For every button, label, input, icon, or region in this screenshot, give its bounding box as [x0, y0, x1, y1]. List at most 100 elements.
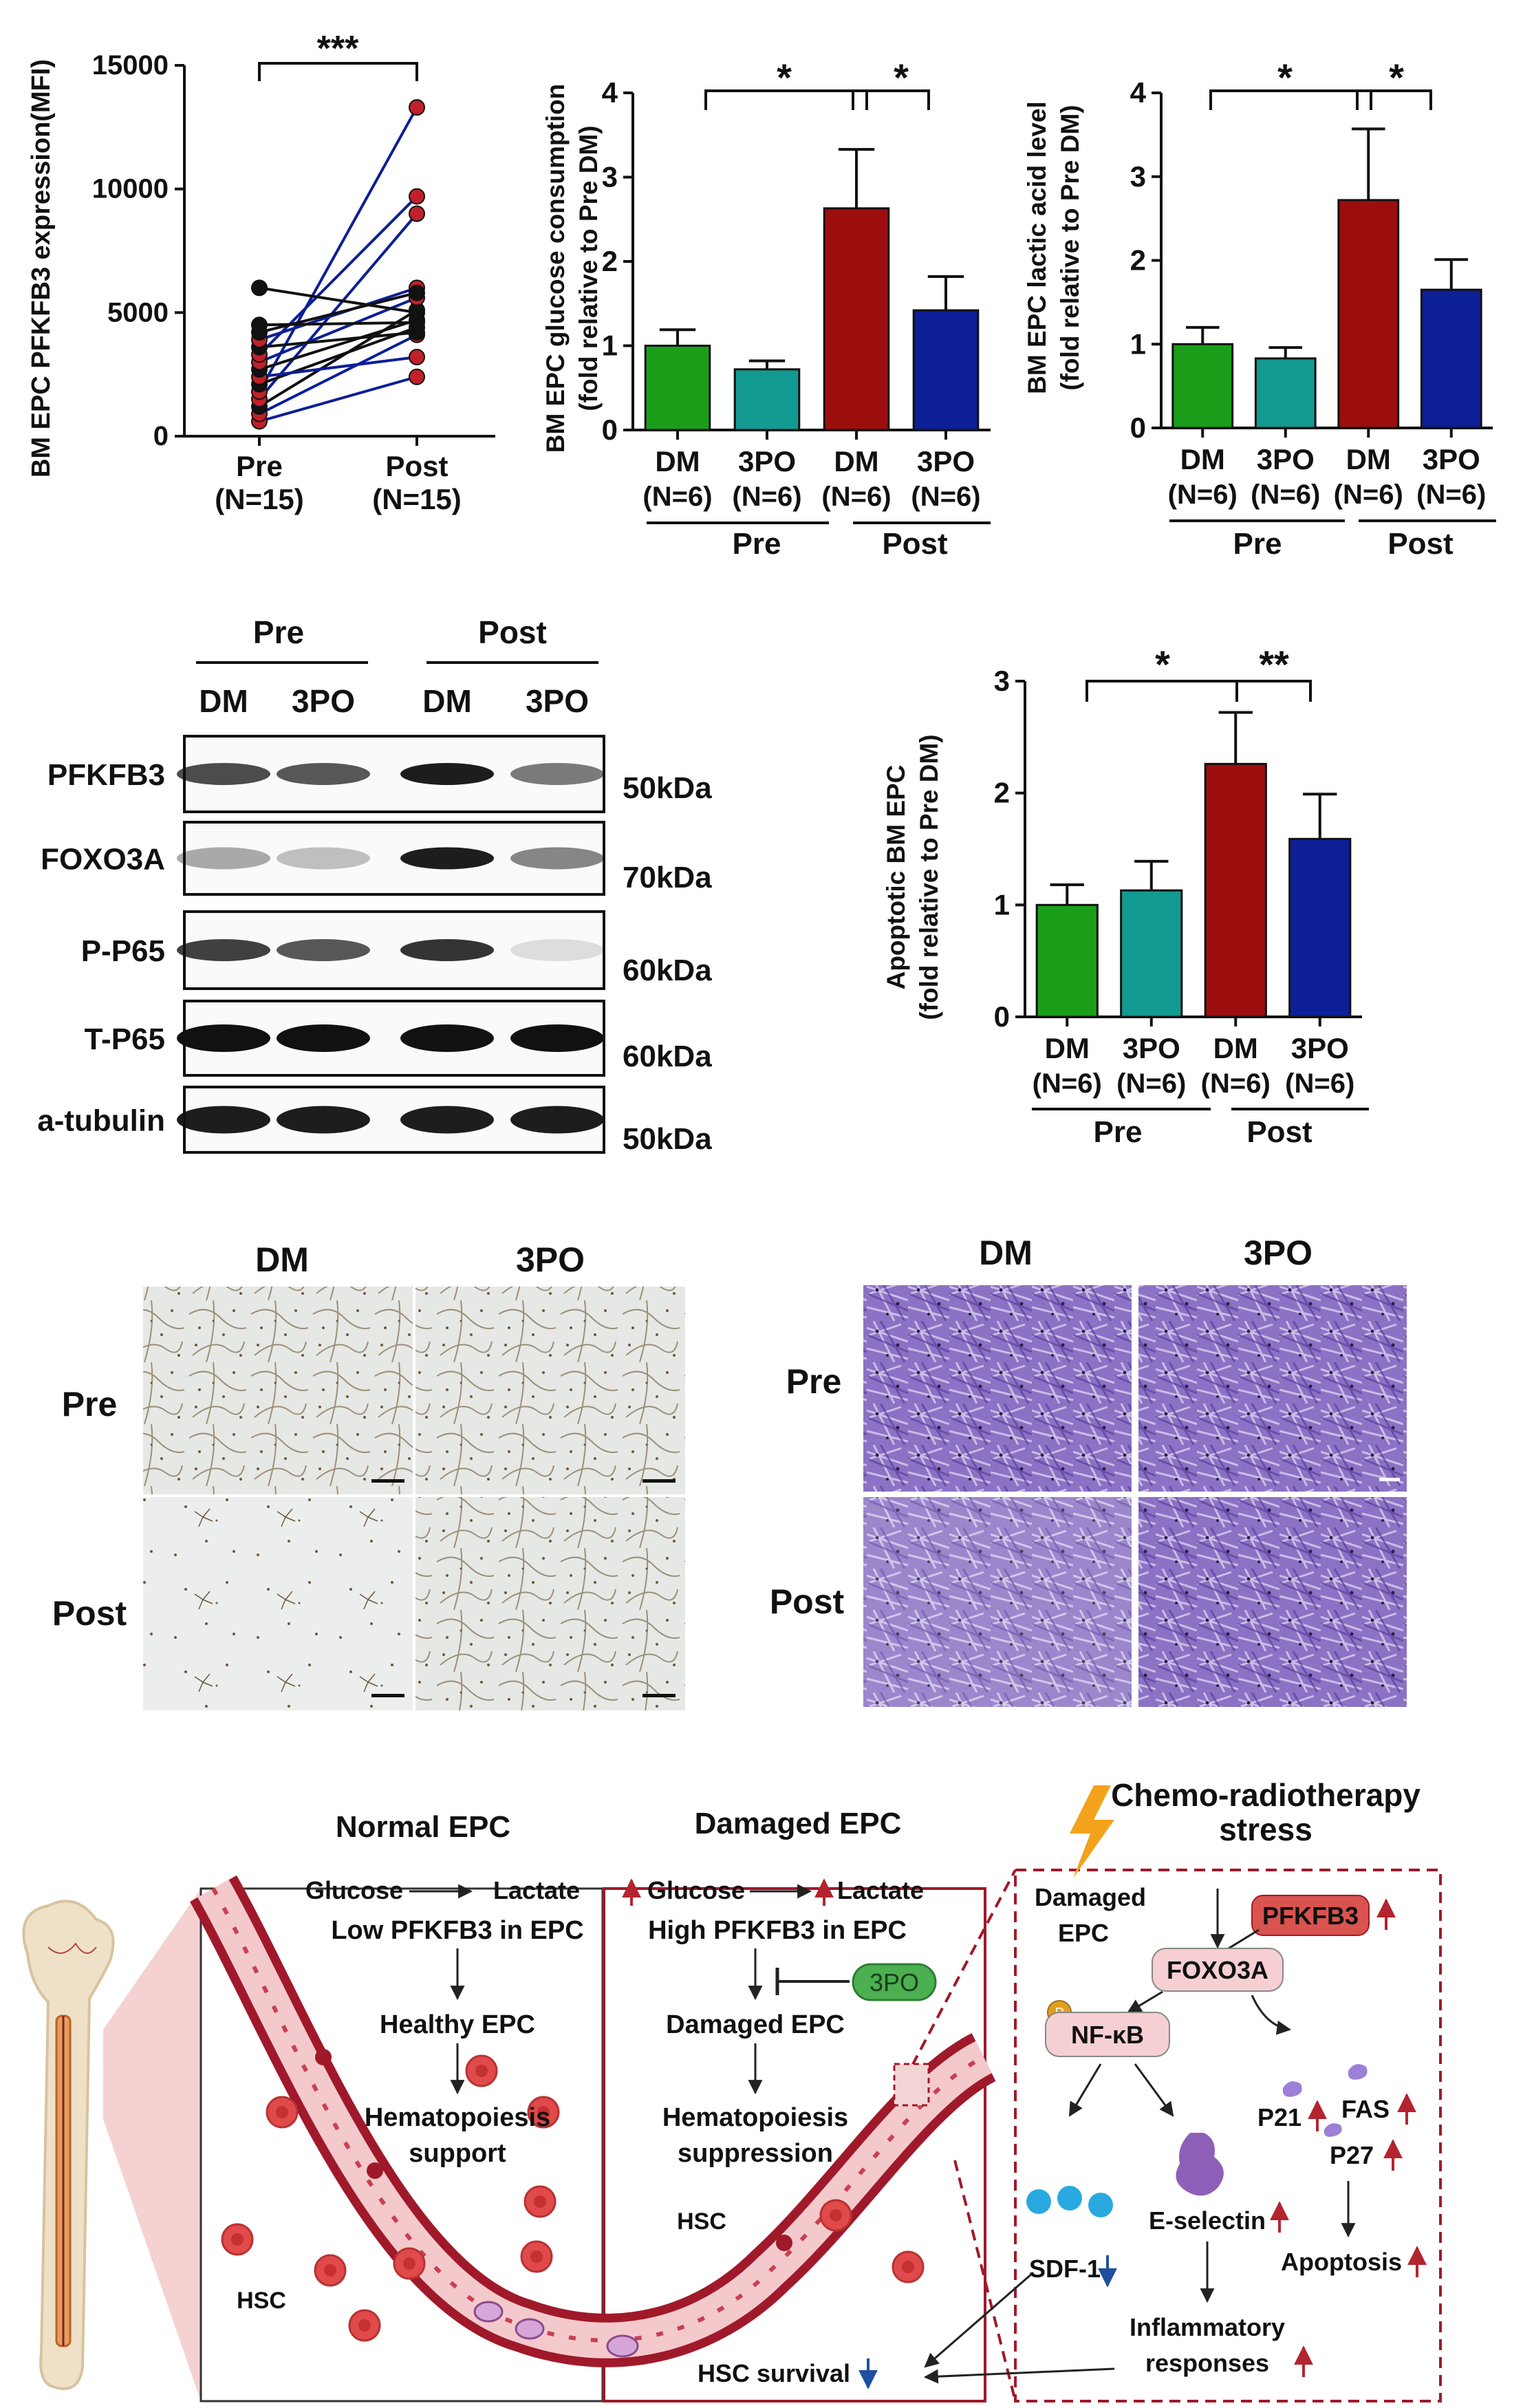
- wb-band: [277, 1106, 370, 1134]
- stress-title-2: stress: [1219, 1812, 1313, 1847]
- wb-protein-label: PFKFB3: [47, 758, 165, 792]
- wb-band: [177, 939, 270, 961]
- sdf1-label: SDF-1: [1029, 2255, 1101, 2283]
- panelB-bar: [912, 309, 980, 431]
- panelA-post-point: [409, 368, 425, 385]
- panelC-bar: [1171, 343, 1234, 429]
- panelB-ylabel-1: BM EPC glucose consumption: [541, 84, 570, 453]
- stress-box: [1014, 1869, 1442, 2402]
- mechanism-schematic: Normal EPC Damaged EPC Chemo-radiotherap…: [22, 1777, 1442, 2402]
- panelA-ytick-label: 15000: [92, 50, 169, 80]
- panelB-sig-2: *: [894, 56, 909, 99]
- pfkfb3-pill-label: PFKFB3: [1262, 1902, 1359, 1930]
- tube-image-pre-3po: [415, 1287, 685, 1494]
- wb-band: [400, 1106, 494, 1134]
- wb-band: [277, 1024, 370, 1052]
- panelA-post-point: [409, 284, 425, 301]
- panelB-xlabel: 3PO: [917, 445, 975, 477]
- mig-col-dm: DM: [979, 1234, 1033, 1272]
- panelD-bar: [1120, 889, 1183, 1018]
- p21-label: P21: [1257, 2103, 1301, 2131]
- panelC-ytick-label: 0: [1130, 411, 1146, 444]
- panelD-xlabel: 3PO: [1123, 1032, 1180, 1064]
- panelB-bar: [823, 207, 890, 431]
- femur-bone-icon: [22, 1900, 115, 2390]
- migration-micrographs: DM 3PO Pre Post: [770, 1234, 1407, 1707]
- mig-image-pre-3po: [1138, 1285, 1407, 1492]
- panelB-xlabel-n: (N=6): [732, 482, 801, 512]
- wb-kda-label: 60kDa: [623, 954, 712, 987]
- wb-band: [510, 763, 604, 785]
- wb-protein-label: T-P65: [85, 1022, 165, 1056]
- mig-col-3po: 3PO: [1244, 1234, 1313, 1272]
- hsc-survival: HSC survival: [698, 2359, 850, 2387]
- wb-kda-label: 70kDa: [623, 861, 712, 894]
- panelD-ytick-label: 1: [994, 888, 1010, 921]
- inflam-label-2: responses: [1145, 2349, 1269, 2377]
- panelD-bar: [1288, 837, 1352, 1018]
- 3po-label: 3PO: [869, 1968, 919, 1997]
- panelB-group-pre: Pre: [733, 527, 781, 561]
- panelD-xlabel: DM: [1213, 1032, 1258, 1064]
- panelA-pair-line: [259, 319, 418, 371]
- wb-kda-label: 50kDa: [623, 1122, 712, 1156]
- nfkb-pill-label: NF-κB: [1071, 2021, 1144, 2049]
- wb-protein-label: FOXO3A: [41, 843, 165, 877]
- panelC-ytick-label: 3: [1130, 160, 1146, 193]
- panelB-ytick-label: 3: [602, 161, 618, 193]
- wb-band: [177, 763, 270, 785]
- tube-formation-micrographs: DM 3PO Pre Post: [52, 1240, 685, 1710]
- panelD-group-pre: Pre: [1094, 1115, 1143, 1149]
- panelA-sig: ***: [317, 29, 359, 69]
- nfkb-pill: [1045, 2012, 1170, 2057]
- panelA-x-post: Post: [385, 450, 448, 482]
- damaged-glucose: Glucose: [647, 1876, 745, 1904]
- damaged-hema-2: suppression: [678, 2139, 833, 2168]
- eselectin-icon: [1176, 2133, 1224, 2196]
- panelC-group-pre: Pre: [1233, 527, 1282, 561]
- panelB-xlabel-n: (N=6): [642, 482, 712, 512]
- pfkfb3-pill: [1251, 1895, 1370, 1936]
- panelB-bar: [733, 368, 801, 431]
- panelD-group-post: Post: [1246, 1115, 1313, 1149]
- tube-row-post: Post: [52, 1594, 127, 1633]
- paired-pfkfb3-plot: BM EPC PFKFB3 expression(MFI) 0 5000 10000…: [27, 29, 495, 515]
- normal-hema-1: Hematopoiesis: [365, 2103, 550, 2132]
- fas-icon: [1348, 2064, 1368, 2080]
- panelD-xlabel-n: (N=6): [1033, 1068, 1102, 1099]
- wb-band: [400, 847, 494, 870]
- panelA-ytick-label: 0: [153, 421, 169, 451]
- normal-healthy-epc: Healthy EPC: [380, 2010, 535, 2039]
- panelD-ytick-label: 0: [994, 1000, 1010, 1033]
- p27-label: P27: [1330, 2141, 1374, 2169]
- stress-title-1: Chemo-radiotherapy: [1111, 1777, 1421, 1813]
- stress-damaged-2: EPC: [1058, 1919, 1109, 1947]
- panelA-ytick-label: 5000: [107, 297, 169, 327]
- western-blot: Pre Post DM 3PO DM 3PO PFKFB3 50kDa FOXO3A…: [37, 614, 712, 1156]
- panelC-bar: [1254, 357, 1317, 429]
- panelD-ytick-label: 3: [994, 665, 1010, 697]
- 3po-pill: [852, 1963, 937, 2001]
- wb-band: [510, 1024, 604, 1052]
- panelA-ytick-label: 10000: [92, 174, 169, 204]
- damaged-damaged-epc: Damaged EPC: [666, 2010, 845, 2039]
- wb-band: [177, 847, 270, 870]
- glucose-consumption-chart: BM EPC glucose consumption (fold relativ…: [541, 56, 991, 561]
- normal-hema-2: support: [409, 2139, 506, 2168]
- mig-row-post: Post: [770, 1582, 845, 1621]
- wb-lane-2: 3PO: [292, 683, 355, 719]
- mig-image-post-3po: [1138, 1497, 1407, 1707]
- panelC-xlabel: DM: [1346, 443, 1391, 475]
- wb-band: [400, 1024, 494, 1052]
- lactic-acid-chart: BM EPC lactic acid level (fold relative …: [1023, 56, 1496, 561]
- panelB-sig-1: *: [777, 56, 792, 99]
- panelC-bar: [1337, 199, 1400, 429]
- tube-image-post-3po: [415, 1497, 685, 1710]
- normal-glucose: Glucose: [305, 1876, 403, 1904]
- damaged-epc-box: [603, 1887, 986, 2402]
- panelC-xlabel: 3PO: [1257, 443, 1315, 475]
- panelC-xlabel-n: (N=6): [1416, 480, 1486, 510]
- panelC-group-post: Post: [1387, 527, 1454, 561]
- panelA-post-point: [409, 205, 425, 222]
